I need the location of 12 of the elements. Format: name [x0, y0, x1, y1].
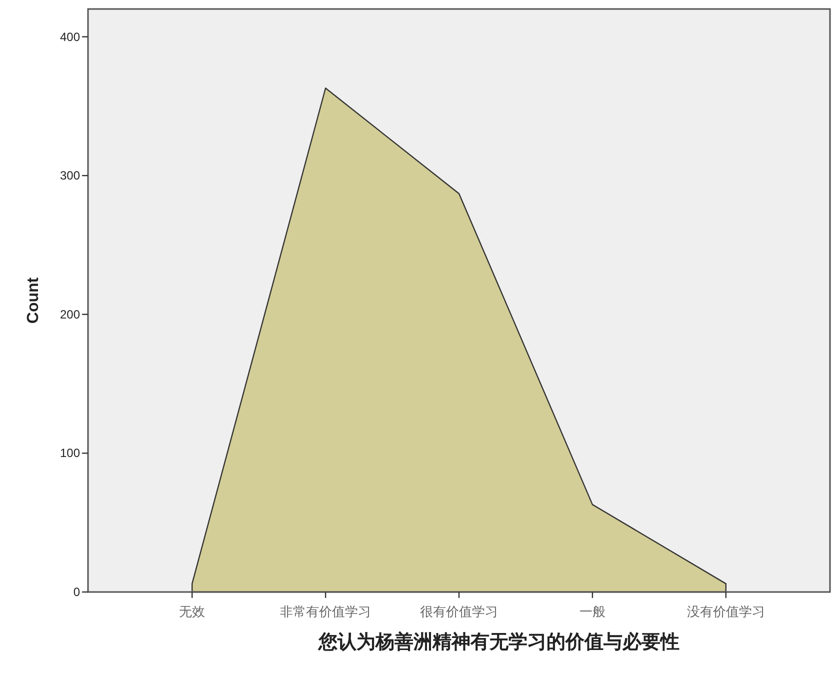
x-tick-label: 很有价值学习: [420, 604, 498, 619]
x-tick-label: 非常有价值学习: [280, 604, 372, 619]
y-tick-label: 300: [60, 168, 80, 183]
y-tick-label: 0: [73, 585, 80, 599]
x-tick-label: 一般: [579, 604, 606, 619]
y-axis-title: Count: [25, 276, 42, 324]
y-tick-label: 400: [60, 30, 80, 44]
y-tick-label: 200: [60, 307, 80, 322]
y-tick-label: 100: [60, 446, 80, 460]
x-tick-label: 无效: [179, 604, 206, 619]
x-axis-title: 您认为杨善洲精神有无学习的价值与必要性: [318, 631, 680, 653]
x-tick-label: 没有价值学习: [686, 604, 765, 619]
